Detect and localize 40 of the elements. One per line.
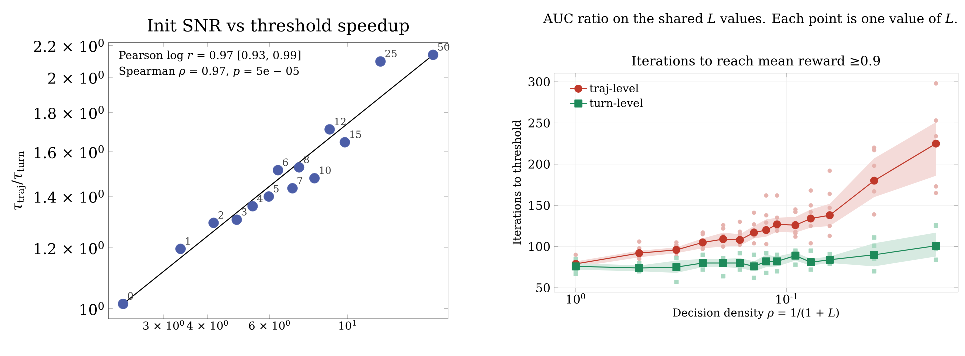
legend-label: traj-level [590,84,639,95]
x-tick-label: 6 × 10$^{0}$ [249,320,290,330]
y-tick-label: 1.8 × 10$^{0}$ [35,106,104,120]
y-tick-label: 200 [528,160,550,169]
text: AUC ratio on the shared L values. Each point is one value of L. [544,13,957,26]
annotation: 10 [320,166,331,174]
y-tick-label: 50 [536,283,550,293]
annotation: 4 [257,194,263,202]
chart-title: Iterations to reach mean reward ≥0.9 [632,56,880,66]
y-tick-label: 10$^{0}$ [80,302,104,316]
x-tick-label: 4 × 10$^{0}$ [187,320,228,330]
annotation: 7 [298,177,303,184]
annotation: 6 [283,158,288,166]
annotation: 8 [304,156,310,164]
annotation: 12 [335,118,346,126]
y-tick-label: 1.4 × 10$^{0}$ [35,190,104,204]
x-tick-label: 3 × 10$^{0}$ [144,320,184,330]
y-tick-label: 1.2 × 10$^{0}$ [35,241,104,255]
annotation: 3 [242,208,247,216]
annotation: Spearman ρ = 0.97, p = 5e − 05 [120,66,299,78]
y-axis-title: Iterations to threshold [512,120,522,245]
y-tick-label: 2.2 × 10$^{0}$ [34,39,104,52]
annotation: 15 [350,130,362,138]
annotation: 2 [218,211,224,219]
annotation: Pearson log r = 0.97 [0.93, 0.99] [120,50,301,62]
legend-label: turn-level [590,98,643,108]
y-tick-label: 250 [528,118,550,128]
y-tick-label: 300 [528,78,550,87]
annotation: 5 [274,185,279,193]
x-tick-label: 10$^{1}$ [340,320,356,330]
y-axis-title: τ$_{traj}$/τ$_{turn}$ [12,152,26,210]
annotation: 25 [386,50,397,58]
y-tick-label: 1.6 × 10$^{0}$ [35,145,104,159]
x-tick-label: 10$^{-1}$ [776,293,798,304]
y-tick-label: 150 [529,201,550,210]
y-tick-label: 100 [529,242,550,252]
x-axis-title: Decision density ρ = 1/(1 + L) [673,308,840,320]
annotation: 1 [186,237,190,245]
chart-title: Init SNR vs threshold speedup [148,18,410,36]
y-tick-label: 2 × 10$^{0}$ [48,70,104,84]
